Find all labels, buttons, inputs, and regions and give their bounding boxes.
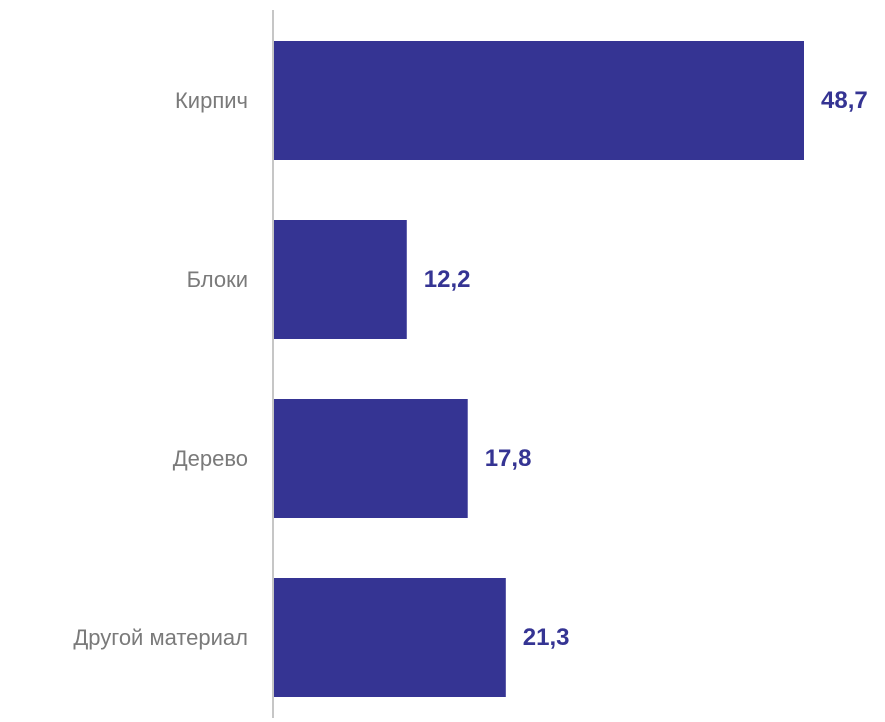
bar-2 bbox=[274, 220, 407, 339]
value-label: 17,8 bbox=[485, 445, 532, 472]
labels-group: Кирпич 48,7 Блоки 12,2 Дерево 17,8 Другой мате… bbox=[73, 87, 867, 651]
category-label: Дерево bbox=[173, 446, 248, 471]
bar-1 bbox=[274, 41, 804, 160]
value-label: 12,2 bbox=[424, 266, 471, 293]
category-label: Блоки bbox=[187, 267, 248, 292]
bar-3 bbox=[274, 399, 468, 518]
bars-group bbox=[274, 41, 804, 697]
category-label: Другой материал bbox=[73, 625, 248, 650]
bar-4 bbox=[274, 578, 506, 697]
value-label: 21,3 bbox=[523, 624, 570, 651]
category-label: Кирпич bbox=[175, 88, 248, 113]
value-label: 48,7 bbox=[821, 87, 868, 114]
